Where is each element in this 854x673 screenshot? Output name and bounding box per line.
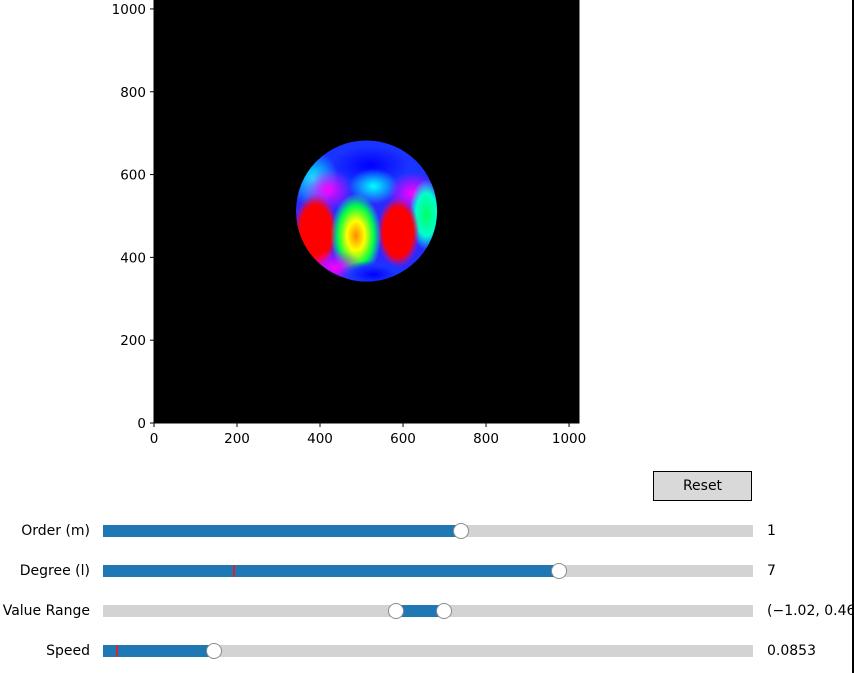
slider-initial-marker: [232, 565, 235, 577]
y-tick-label: 1000: [112, 2, 146, 18]
reset-button[interactable]: Reset: [653, 471, 752, 501]
y-tick-label: 600: [120, 168, 146, 184]
slider-handle[interactable]: [435, 603, 452, 619]
slider-label-speed: Speed: [46, 643, 90, 659]
slider-label-value-range: Value Range: [2, 603, 90, 619]
sphere-bottom-blue: [338, 260, 409, 282]
slider-label-order-m: Order (m): [21, 523, 90, 539]
slider-initial-marker: [115, 645, 118, 657]
sphere-right-red: [377, 196, 420, 268]
slider-value-order-m: 1: [767, 523, 776, 539]
y-tick-label: 200: [120, 333, 146, 349]
slider-fill: [396, 605, 444, 617]
harmonic-sphere: [295, 140, 438, 282]
y-tick-label: 0: [137, 416, 146, 432]
slider-handle[interactable]: [388, 603, 405, 619]
slider-value-degree-l: 7: [767, 563, 776, 579]
x-tick-label: 400: [307, 431, 333, 447]
x-tick-label: 0: [150, 431, 159, 447]
slider-track-value-range[interactable]: [103, 603, 753, 619]
slider-fill: [103, 645, 215, 657]
slider-value-value-range: (−1.02, 0.46: [767, 603, 854, 619]
slider-handle[interactable]: [453, 523, 470, 539]
y-tick-label: 800: [120, 85, 146, 101]
x-tick-label: 800: [473, 431, 499, 447]
slider-track-speed[interactable]: [103, 643, 753, 659]
slider-track-order-m[interactable]: [103, 523, 753, 539]
plot-figure: 0 200 400 600 800 1000 0 200 400 600 800 1000: [112, 0, 586, 447]
slider-value-speed: 0.0853: [767, 643, 816, 659]
window-edge: [852, 0, 854, 673]
slider-handle[interactable]: [550, 563, 567, 579]
x-tick-label: 1000: [552, 431, 586, 447]
y-tick-label: 400: [120, 250, 146, 266]
slider-label-degree-l: Degree (l): [19, 563, 90, 579]
x-tick-label: 600: [390, 431, 416, 447]
slider-fill: [103, 525, 462, 537]
slider-handle[interactable]: [206, 643, 223, 659]
slider-fill: [103, 565, 559, 577]
slider-track-degree-l[interactable]: [103, 563, 753, 579]
x-tick-label: 200: [224, 431, 250, 447]
